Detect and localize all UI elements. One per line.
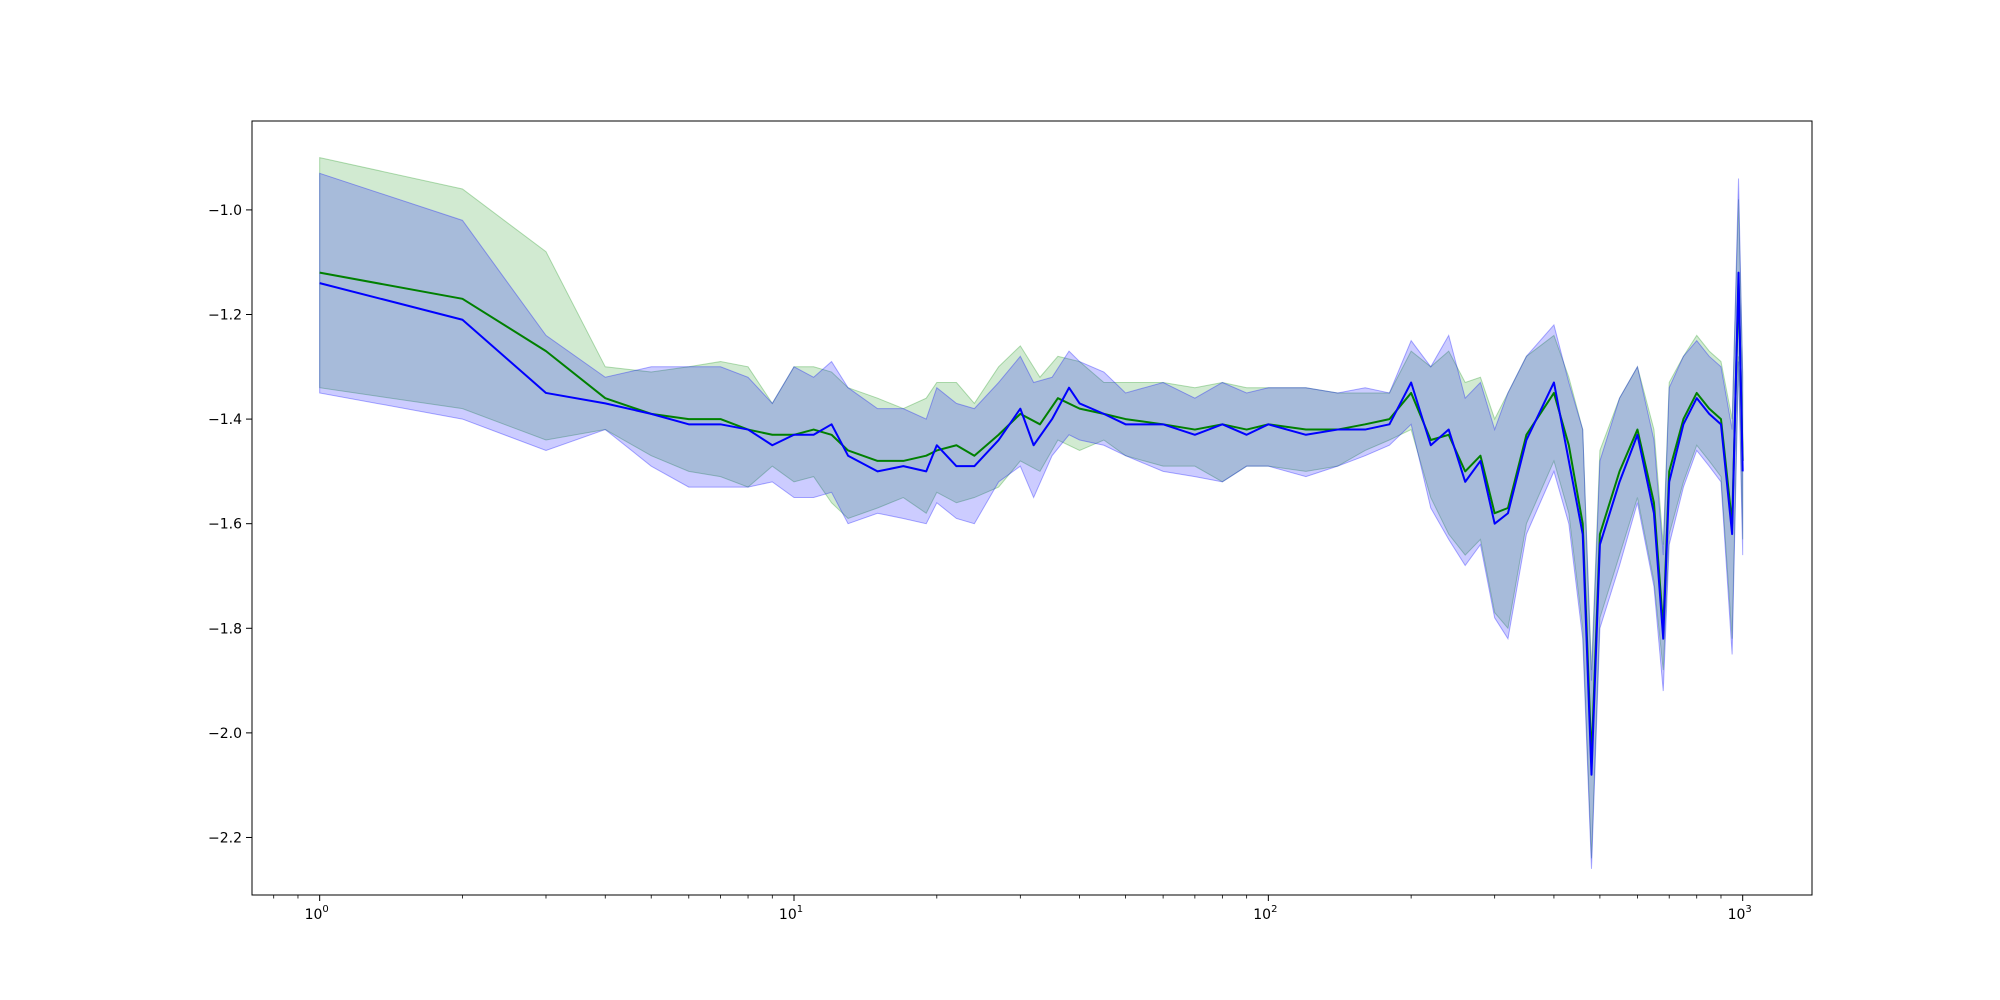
x-tick-exponent: 0 [322,904,328,915]
series-line-2 [319,271,1744,776]
x-tick-label: 103 [1728,904,1752,923]
x-tick-base: 10 [305,907,323,923]
series-lines [319,271,1744,776]
x-tick-label: 100 [305,904,329,923]
y-tick-label: −1.8 [208,621,242,637]
confidence-band-1 [319,156,1744,859]
y-tick-label: −2.0 [208,726,242,742]
x-axis: 100 101 102 103 [252,894,1812,923]
series-line-1 [319,271,1744,761]
x-tick-label: 102 [1253,904,1277,923]
y-tick-label: −1.0 [208,203,242,219]
confidence-band-2 [319,172,1744,869]
y-tick-label: −1.2 [208,308,242,324]
x-tick-base: 10 [1253,907,1271,923]
y-tick-label: −2.2 [208,830,242,846]
y-axis: −1.0 −1.2 −1.4 −1.6 −1.8 −2.0 −2.2 [208,121,253,895]
x-tick-base: 10 [779,907,797,923]
x-tick-label: 101 [779,904,803,923]
x-tick-exponent: 3 [1745,904,1751,915]
x-tick-base: 10 [1728,907,1746,923]
y-tick-label: −1.6 [208,517,242,533]
x-tick-exponent: 2 [1271,904,1277,915]
confidence-bands [319,156,1744,869]
y-tick-label: −1.4 [208,412,242,428]
x-tick-exponent: 1 [797,904,803,915]
